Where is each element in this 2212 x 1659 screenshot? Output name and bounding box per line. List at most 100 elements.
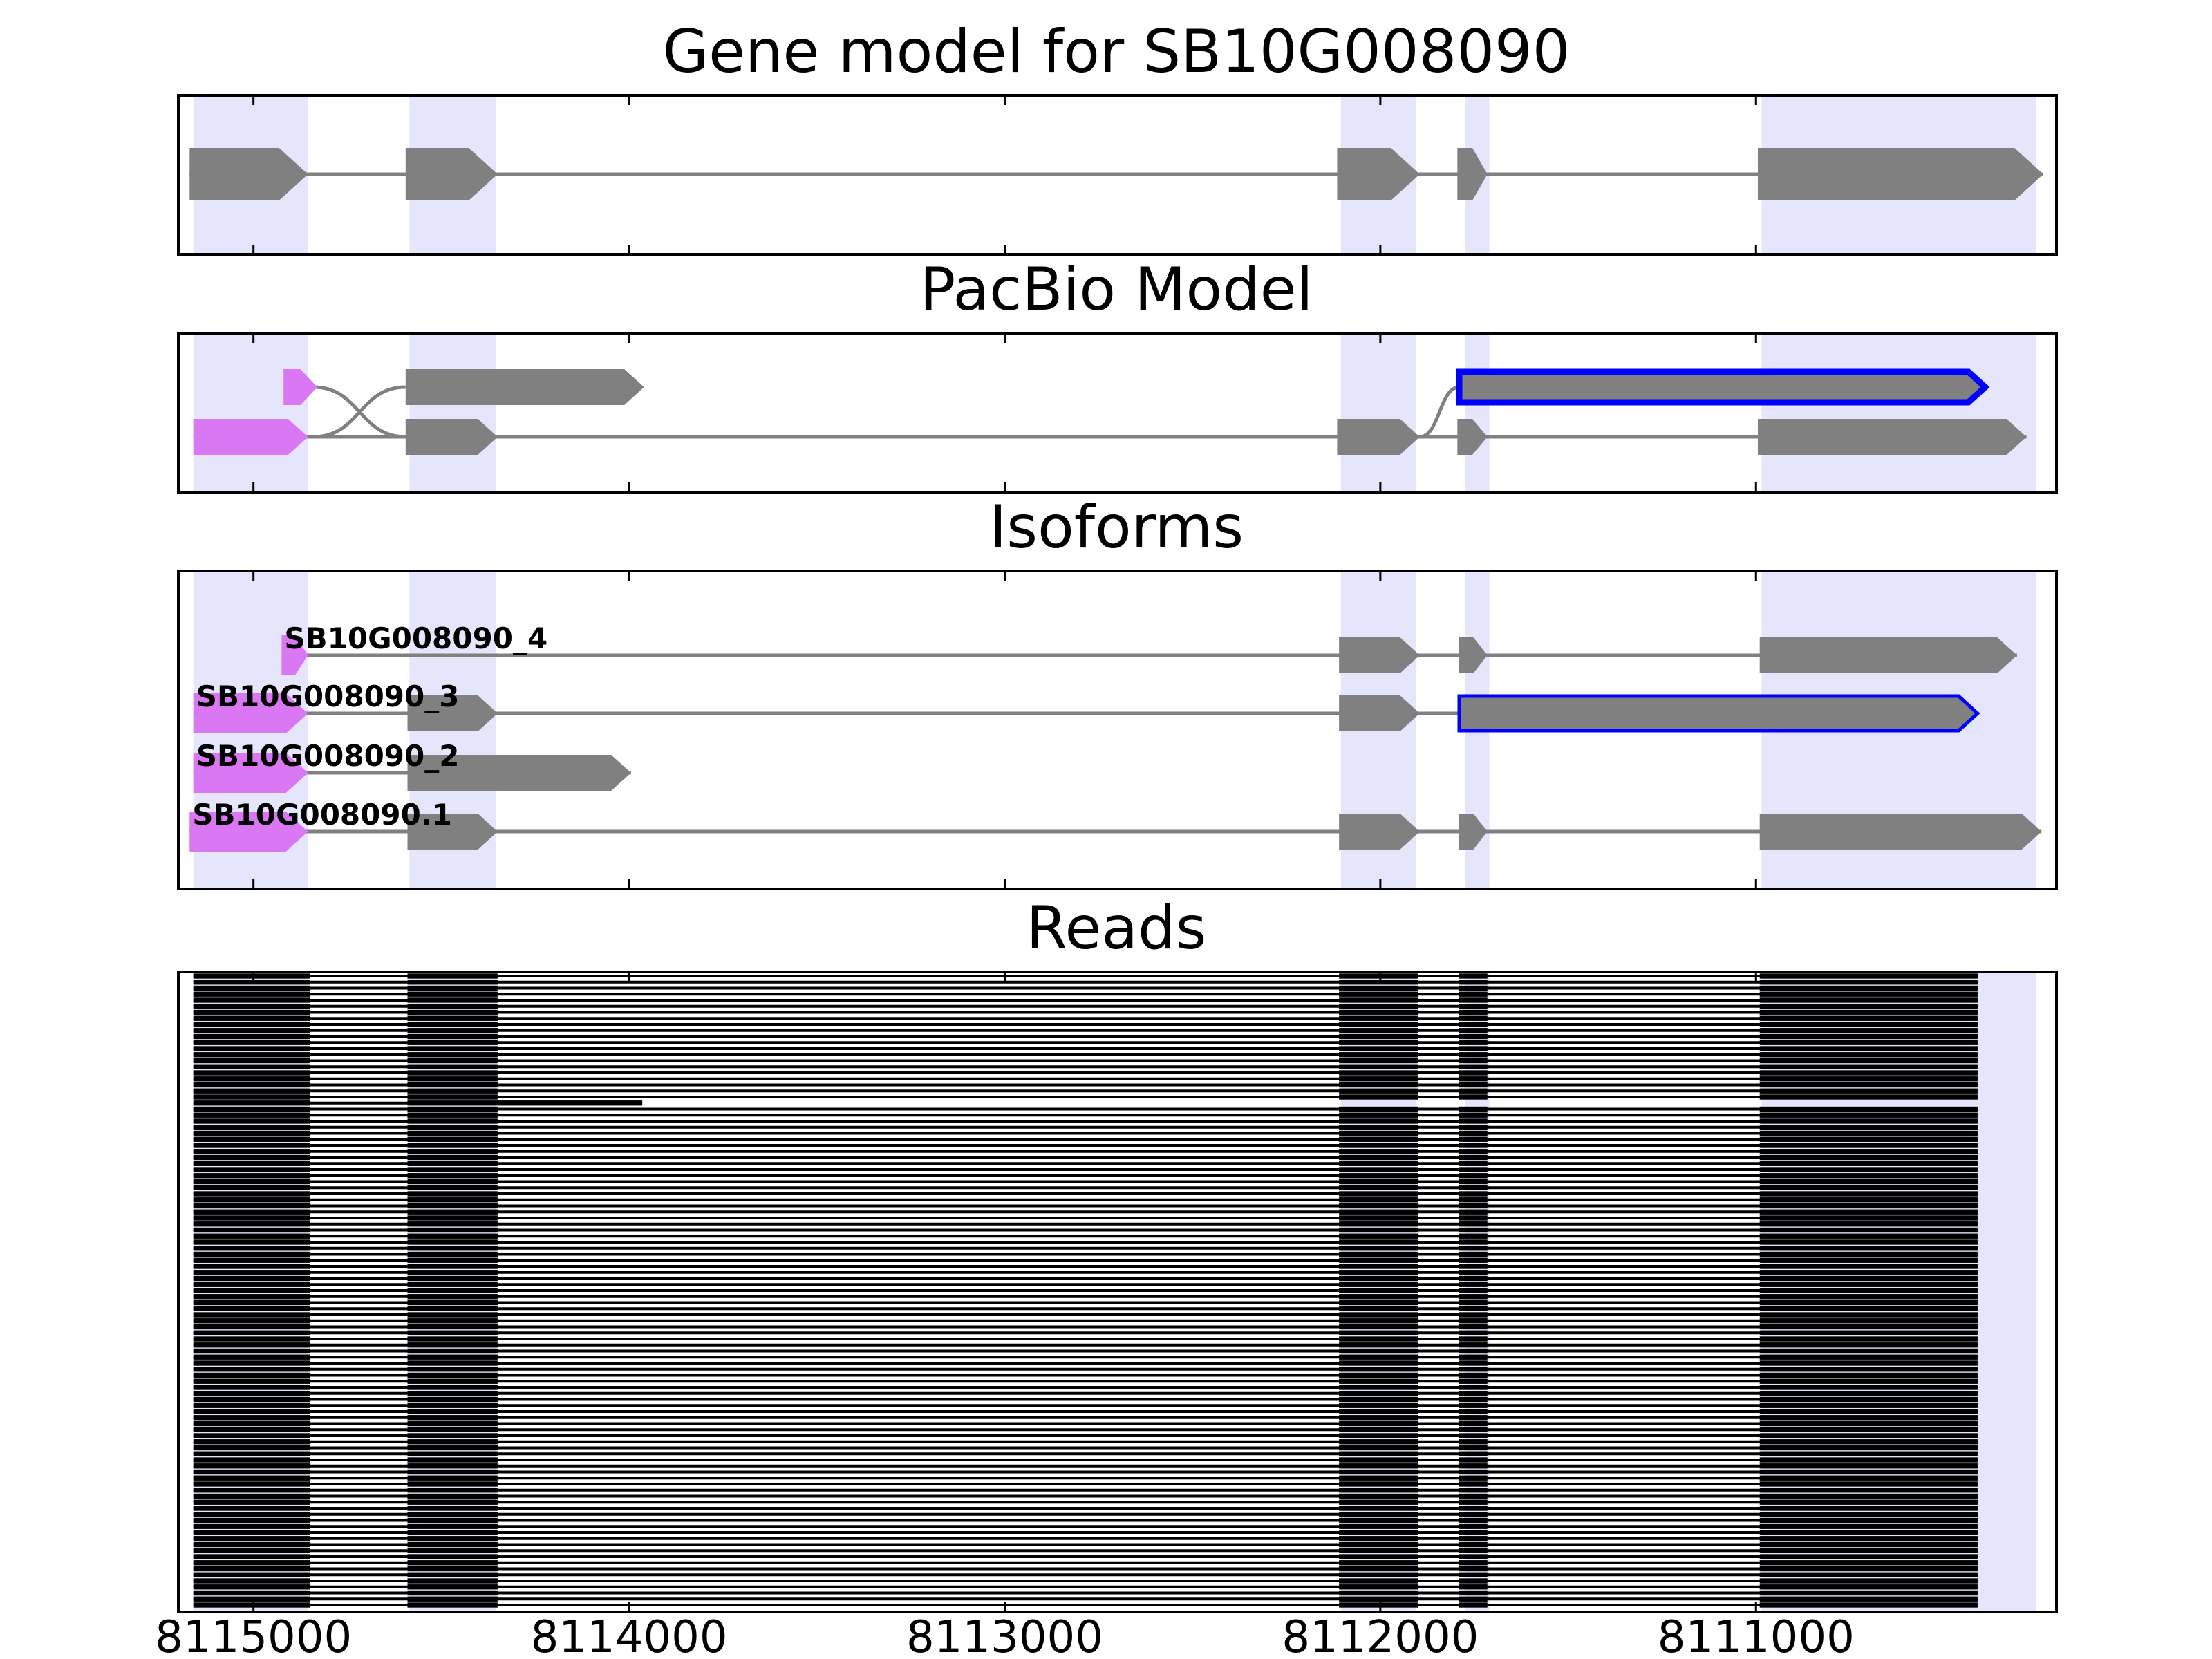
read-block [1759,1185,1978,1190]
read-block [1759,1239,1978,1245]
read-block [193,1239,310,1245]
exon [1758,148,2043,200]
read-block [193,1330,310,1335]
read-block [1339,1415,1418,1421]
read-block [407,1602,498,1608]
read-block [1759,1082,1978,1088]
read-block [407,1136,498,1142]
read-block [1339,1106,1418,1112]
read-block [193,1058,310,1064]
exon [1337,419,1420,455]
read-block [407,1378,498,1384]
read-block [193,1596,310,1602]
read-block [1459,991,1488,997]
read-block [1759,1427,1978,1432]
read-block [193,1154,310,1161]
read-block [407,1094,498,1100]
exon [189,148,308,200]
read-block [407,1294,498,1300]
read-block [1339,1451,1418,1456]
read-block [407,1554,498,1559]
read-block [1459,1143,1488,1148]
read-block [1459,1033,1488,1040]
read-block [407,1596,498,1602]
read-block [193,1094,310,1100]
read-block [1759,1015,1978,1021]
read-block [407,980,498,985]
read-block [1759,1481,1978,1487]
read-block [1339,997,1418,1003]
read-block [407,1336,498,1342]
read-block [1339,1439,1418,1445]
read-block [407,1403,498,1408]
read-block [1459,1560,1488,1566]
read-block [193,1203,310,1209]
read-block [407,1517,498,1524]
read-block [1759,1009,1978,1015]
read-block [1339,1052,1418,1058]
read-block [193,1348,310,1354]
read-block [407,1421,498,1427]
read-block [407,1173,498,1179]
read-block [1459,1548,1488,1553]
read-block [1459,1185,1488,1190]
read-block [407,1130,498,1136]
read-block [1339,1294,1418,1300]
read-block [1459,1058,1488,1064]
read-block [1459,1154,1488,1161]
read-block [1339,1324,1418,1330]
read-block [193,1602,310,1608]
read-block [1759,1439,1978,1445]
read-block [1339,1033,1418,1040]
read-block [193,1246,310,1251]
read-block [1339,1040,1418,1045]
utr-exon [193,419,308,455]
read-block [1459,1251,1488,1257]
read-block [193,1385,310,1390]
read-block [407,1409,498,1414]
read-block [1459,1215,1488,1221]
read-block [1459,1173,1488,1179]
exon [405,419,498,455]
read-block [407,1324,498,1330]
read-block [193,1282,310,1287]
read-block [407,1070,498,1076]
exon [1459,814,1488,850]
read-block [1339,1517,1418,1524]
read-block [193,1179,310,1185]
read-block [407,1179,498,1185]
exon-shade [193,333,308,492]
read-block [407,1052,498,1058]
read-block [1339,1167,1418,1172]
read-block [1759,1324,1978,1330]
read-block [193,1312,310,1318]
reads-title: Reads [1027,894,1207,963]
read-block [193,1391,310,1396]
read-block [1759,1445,1978,1451]
read-block [1459,1167,1488,1172]
read-block [407,1354,498,1360]
read-block [1339,1372,1418,1378]
read-block [1759,1264,1978,1269]
read-block [407,1082,498,1088]
read-block [1459,1475,1488,1481]
read-block [1339,1239,1418,1245]
read-block [1339,1481,1418,1487]
utr-exon [193,693,308,733]
read-block [193,1378,310,1384]
exon [1339,814,1420,850]
read-block [1459,1264,1488,1269]
isoforms-title: Isoforms [989,493,1244,562]
read-block [407,1475,498,1481]
read-block [193,1251,310,1257]
read-block [193,1197,310,1203]
read-block [193,1372,310,1378]
read-block [1459,1517,1488,1524]
read-block [193,1306,310,1311]
read-block [1459,1288,1488,1293]
read-block [1339,1094,1418,1100]
read-block [407,1560,498,1566]
read-block [1459,1246,1488,1251]
read-block [1459,1161,1488,1166]
read-block [1339,1088,1418,1094]
